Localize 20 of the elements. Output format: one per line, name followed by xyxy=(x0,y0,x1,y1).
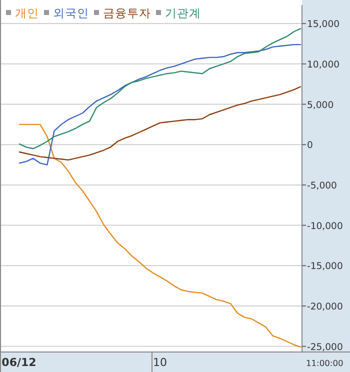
y-tick-label: 5,000 xyxy=(307,100,334,111)
y-tick-label: -20,000 xyxy=(307,302,343,312)
y-tick-label: -5,000 xyxy=(307,180,338,192)
y-tick-label: -15,000 xyxy=(307,261,343,272)
line-series xyxy=(18,44,302,166)
x-tick-label: 10 xyxy=(153,356,167,369)
x-tick-label: 06/12 xyxy=(2,356,36,369)
line-series xyxy=(18,86,302,161)
y-tick-label: 15,000 xyxy=(307,19,340,30)
y-tick-label: 0 xyxy=(307,140,313,152)
line-series xyxy=(18,124,302,348)
text: 개인 xyxy=(15,6,39,20)
y-tick-label: -10,000 xyxy=(307,220,343,232)
text: 11:00:00 xyxy=(306,358,344,368)
text: 기관계 xyxy=(165,6,201,20)
text: 금융투자 xyxy=(103,6,151,20)
y-tick-label: -25,000 xyxy=(307,342,343,353)
text: 외국인 xyxy=(53,6,89,20)
line-series xyxy=(18,28,302,150)
y-tick-label: 10,000 xyxy=(307,59,340,70)
